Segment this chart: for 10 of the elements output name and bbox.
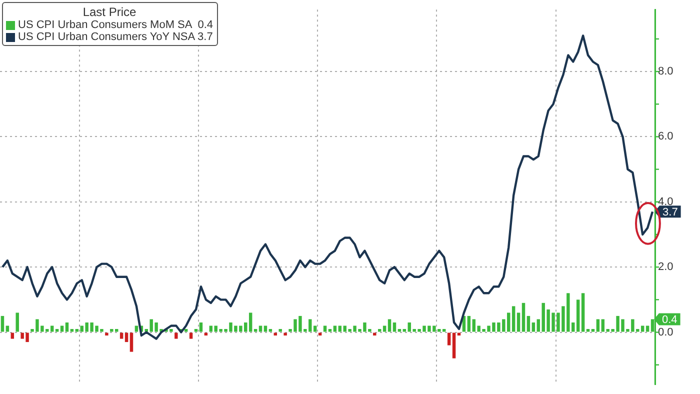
text: 0.4 — [662, 314, 678, 326]
y-tick-label: 2.0 — [658, 261, 674, 274]
y-tick-label: 0.0 — [658, 326, 674, 338]
legend-label: US CPI Urban Consumers YoY NSA 3.7 — [18, 31, 213, 43]
y-tick-label: 8.0 — [658, 66, 674, 78]
legend-title: Last Price — [82, 5, 138, 19]
y-tick-label: 4.0 — [658, 196, 674, 208]
y-tick-label: 6.0 — [658, 130, 674, 143]
data-label: 3.7 — [662, 206, 678, 219]
legend-label: US CPI Urban Consumers MoM SA 0.4 — [18, 19, 214, 31]
